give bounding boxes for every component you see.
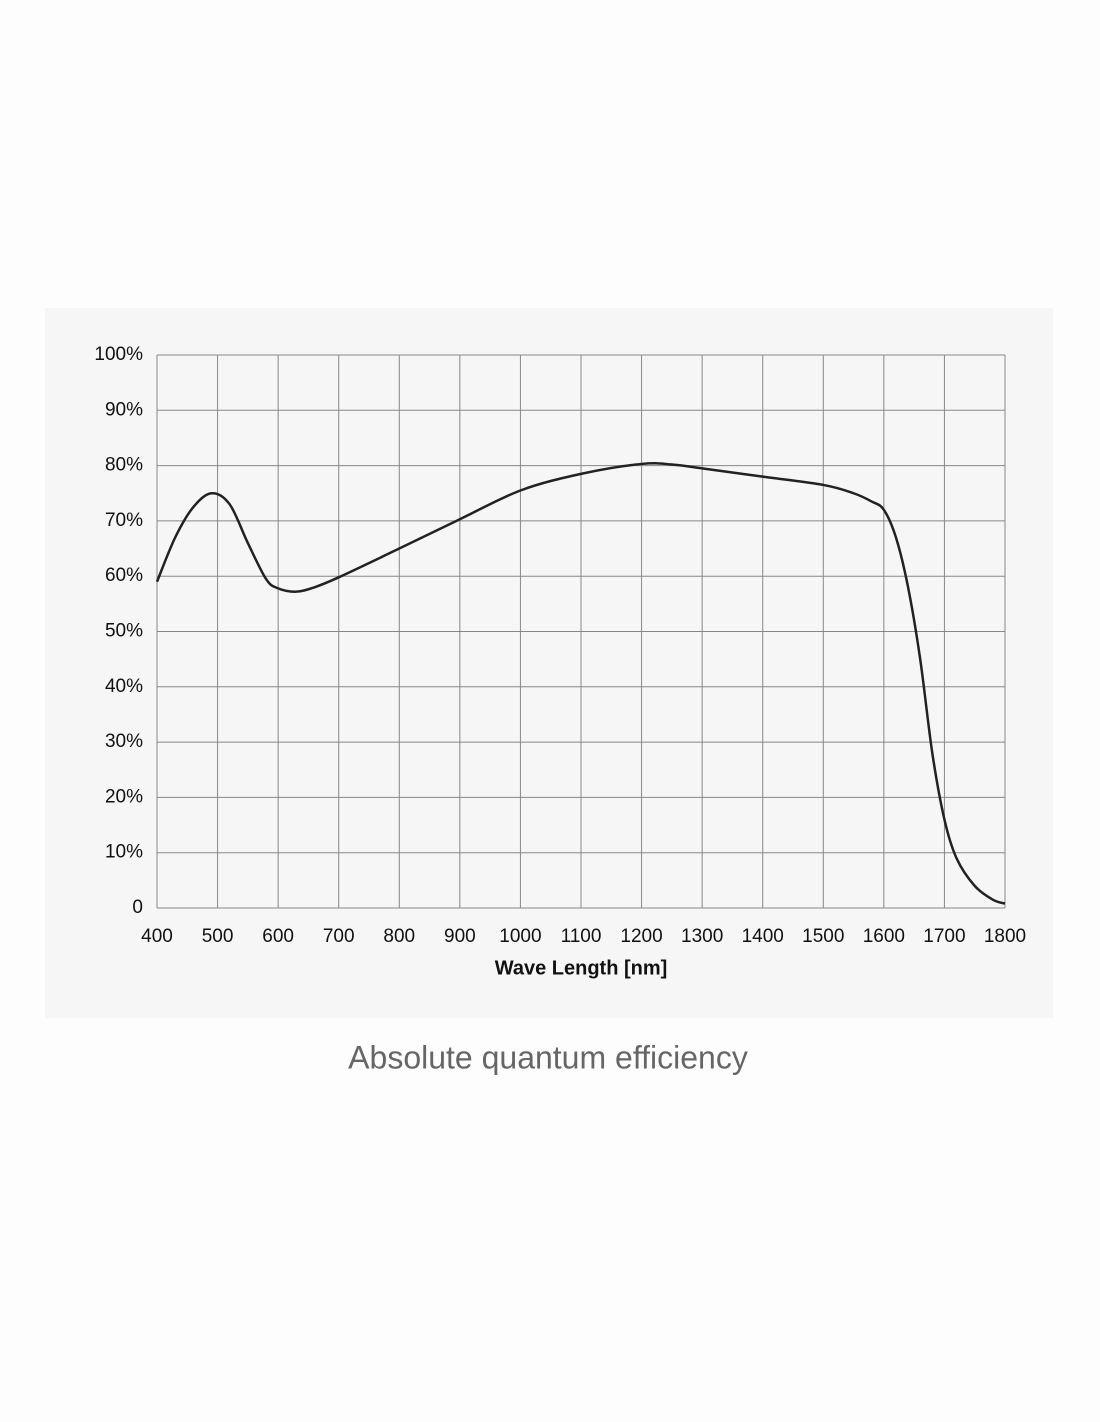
- y-tick-label: 50%: [105, 621, 143, 642]
- y-tick-label: 80%: [105, 455, 143, 476]
- x-axis-label: Wave Length [nm]: [495, 957, 668, 979]
- x-tick-label: 900: [444, 926, 476, 947]
- x-tick-label: 500: [202, 926, 234, 947]
- y-tick-label: 90%: [105, 399, 143, 420]
- x-tick-label: 1300: [681, 926, 723, 947]
- x-tick-label: 800: [383, 926, 415, 947]
- x-tick-label: 400: [141, 926, 173, 947]
- x-tick-label: 1700: [923, 926, 965, 947]
- x-tick-label: 1100: [561, 926, 602, 947]
- y-tick-label: 0: [132, 897, 143, 918]
- y-tick-label: 40%: [105, 676, 143, 697]
- y-tick-label: 30%: [105, 731, 143, 752]
- x-tick-label: 700: [323, 926, 355, 947]
- x-tick-label: 1000: [499, 926, 541, 947]
- y-tick-label: 70%: [105, 510, 143, 531]
- x-tick-label: 1400: [742, 926, 784, 947]
- y-tick-label: 10%: [105, 842, 143, 863]
- x-tick-label: 1500: [802, 926, 844, 947]
- x-tick-label: 1800: [984, 926, 1026, 947]
- y-tick-label: 60%: [105, 565, 143, 586]
- x-tick-label: 1600: [863, 926, 905, 947]
- x-tick-label: 1200: [620, 926, 662, 947]
- chart-panel: [45, 308, 1053, 1018]
- y-tick-label: 20%: [105, 786, 143, 807]
- y-tick-label: 100%: [94, 344, 143, 365]
- chart-title: Absolute quantum efficiency: [348, 1039, 748, 1075]
- data-line: [155, 461, 1006, 905]
- x-tick-label: 600: [262, 926, 294, 947]
